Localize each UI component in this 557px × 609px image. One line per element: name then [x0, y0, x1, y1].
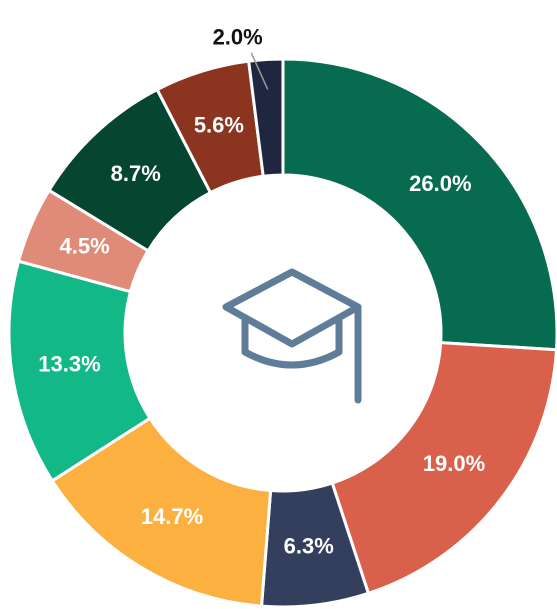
data-label: 8.7%: [111, 161, 161, 186]
donut-slice: [281, 57, 557, 352]
data-label: 13.3%: [38, 352, 100, 377]
data-label: 4.5%: [60, 233, 110, 258]
donut-slice: [50, 416, 273, 608]
data-label: 26.0%: [409, 171, 471, 196]
data-label: 19.0%: [423, 451, 485, 476]
graduation-cap-icon: [222, 268, 362, 404]
data-label: 5.6%: [194, 113, 244, 138]
data-label: 14.7%: [141, 504, 203, 529]
donut-slice: [247, 57, 285, 178]
leader-line: [250, 52, 269, 90]
donut-slice: [330, 341, 557, 596]
data-label: 2.0%: [213, 24, 263, 49]
data-label: 6.3%: [284, 533, 334, 558]
